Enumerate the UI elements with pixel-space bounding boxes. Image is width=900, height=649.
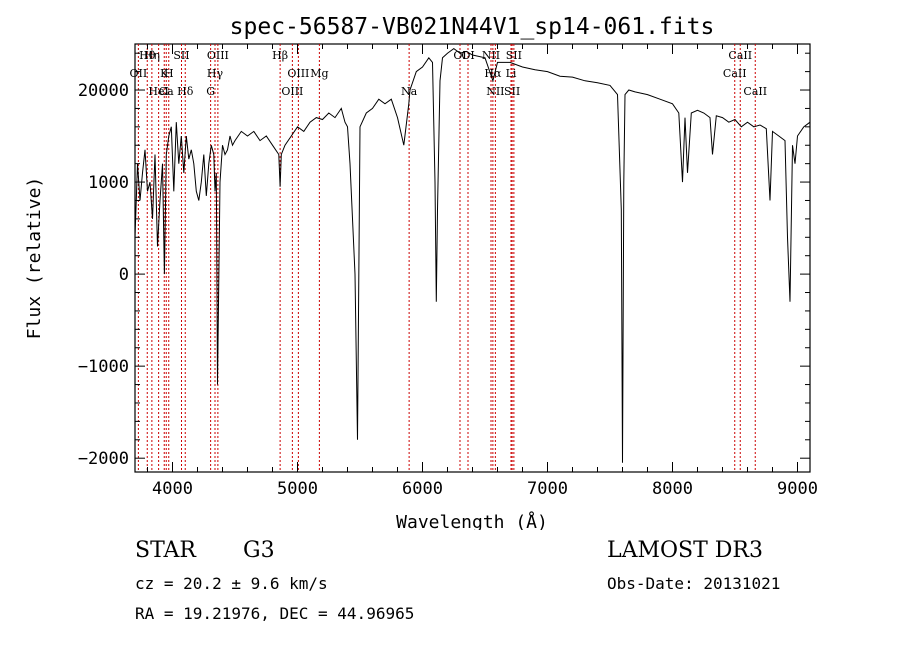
x-axis-label: Wavelength (Å) (396, 511, 548, 530)
line-label: CaII (728, 49, 752, 62)
line-label: Hδ (177, 85, 194, 98)
line-label: Hθ (139, 49, 156, 62)
line-label: HeI (148, 85, 168, 98)
x-tick-label: 6000 (402, 479, 443, 499)
object-type: STAR (135, 538, 196, 563)
line-label: OIII (281, 85, 303, 98)
chart-title: spec-56587-VB021N44V1_sp14-061.fits (230, 14, 715, 40)
line-label: CaII (723, 67, 747, 80)
x-tick-label: 7000 (527, 479, 568, 499)
line-label: CaII (743, 85, 767, 98)
y-axis: −2000 −1000 0 1000 20000 (78, 52, 810, 469)
line-label: SII (504, 85, 520, 98)
plot-frame (134, 43, 811, 473)
x-tick-label: 5000 (277, 479, 318, 499)
x-tick-label: 4000 (152, 479, 193, 499)
y-tick-label: 20000 (78, 81, 129, 101)
spectrum-line (134, 47, 811, 463)
y-tick-label: 0 (119, 265, 129, 285)
x-axis: 4000 5000 6000 7000 8000 9000 (147, 44, 818, 499)
line-label: Mg (310, 67, 328, 80)
survey-name: LAMOST DR3 (607, 538, 763, 563)
spectrum-chart: spec-56587-VB021N44V1_sp14-061.fits HθKH… (24, 14, 818, 530)
coordinates: RA = 19.21976, DEC = 44.96965 (135, 604, 415, 623)
x-tick-label: 8000 (652, 479, 693, 499)
subclass: G3 (243, 538, 275, 563)
line-label: Hη (144, 49, 160, 62)
line-label: H (164, 67, 174, 80)
line-label: Na (401, 85, 418, 98)
line-label: Li (506, 67, 517, 80)
y-tick-label: −1000 (78, 357, 129, 377)
line-label: OIII (287, 67, 309, 80)
line-label: OIII (207, 49, 229, 62)
line-label: NII (482, 49, 500, 62)
line-label: NII (486, 85, 504, 98)
line-label: SII (506, 49, 522, 62)
x-tick-label: 9000 (777, 479, 818, 499)
line-label: G (206, 85, 215, 98)
redshift-text: cz = 20.2 ± 9.6 km/s (135, 574, 328, 593)
line-label: K (160, 67, 169, 80)
y-tick-label: −2000 (78, 449, 129, 469)
y-axis-label: Flux (relative) (24, 177, 45, 340)
obs-date: Obs-Date: 20131021 (607, 574, 781, 593)
line-markers (137, 44, 756, 472)
line-label: Ca (159, 85, 174, 98)
line-label: OII (130, 67, 148, 80)
line-label: Hβ (272, 49, 288, 62)
y-tick-label: 1000 (88, 173, 129, 193)
line-label: SII (173, 49, 189, 62)
line-label: Hγ (207, 67, 224, 80)
